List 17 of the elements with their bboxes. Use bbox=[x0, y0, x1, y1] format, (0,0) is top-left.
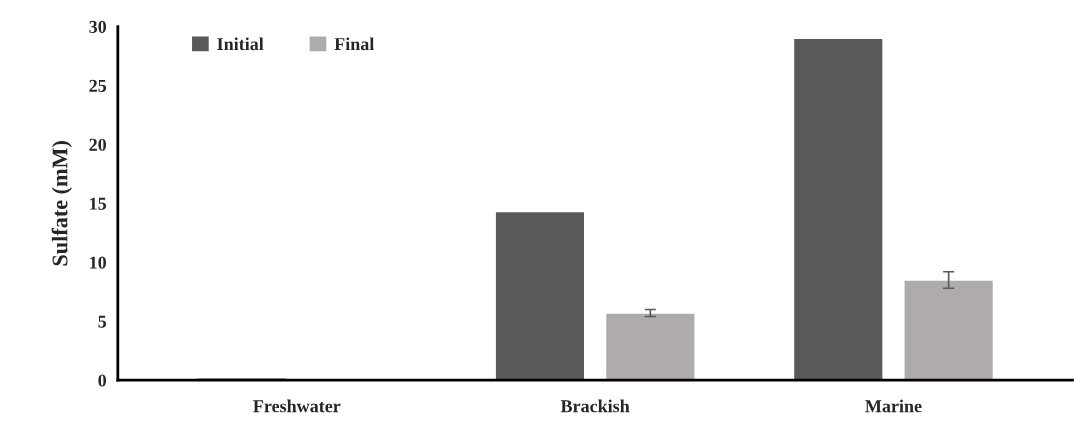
y-tick-label: 30 bbox=[89, 20, 107, 33]
bar bbox=[903, 279, 995, 381]
y-tick-label: 25 bbox=[89, 79, 107, 92]
legend-label: Final bbox=[334, 37, 375, 51]
y-tick-label: 10 bbox=[90, 256, 107, 269]
y-tick-label: 0 bbox=[98, 374, 107, 387]
y-tick-label: 15 bbox=[90, 197, 107, 210]
y-tick-label: 20 bbox=[89, 138, 107, 151]
y-tick-label: 5 bbox=[98, 315, 107, 328]
x-tick-label: Freshwater bbox=[253, 399, 341, 413]
bar bbox=[494, 210, 586, 381]
y-axis-title: Sulfate (mM) bbox=[51, 141, 72, 266]
legend-label: Initial bbox=[217, 37, 264, 51]
bar bbox=[792, 37, 884, 381]
x-tick-label: Brackish bbox=[560, 399, 630, 413]
bar bbox=[604, 312, 696, 381]
x-tick-label: Marine bbox=[865, 399, 922, 413]
